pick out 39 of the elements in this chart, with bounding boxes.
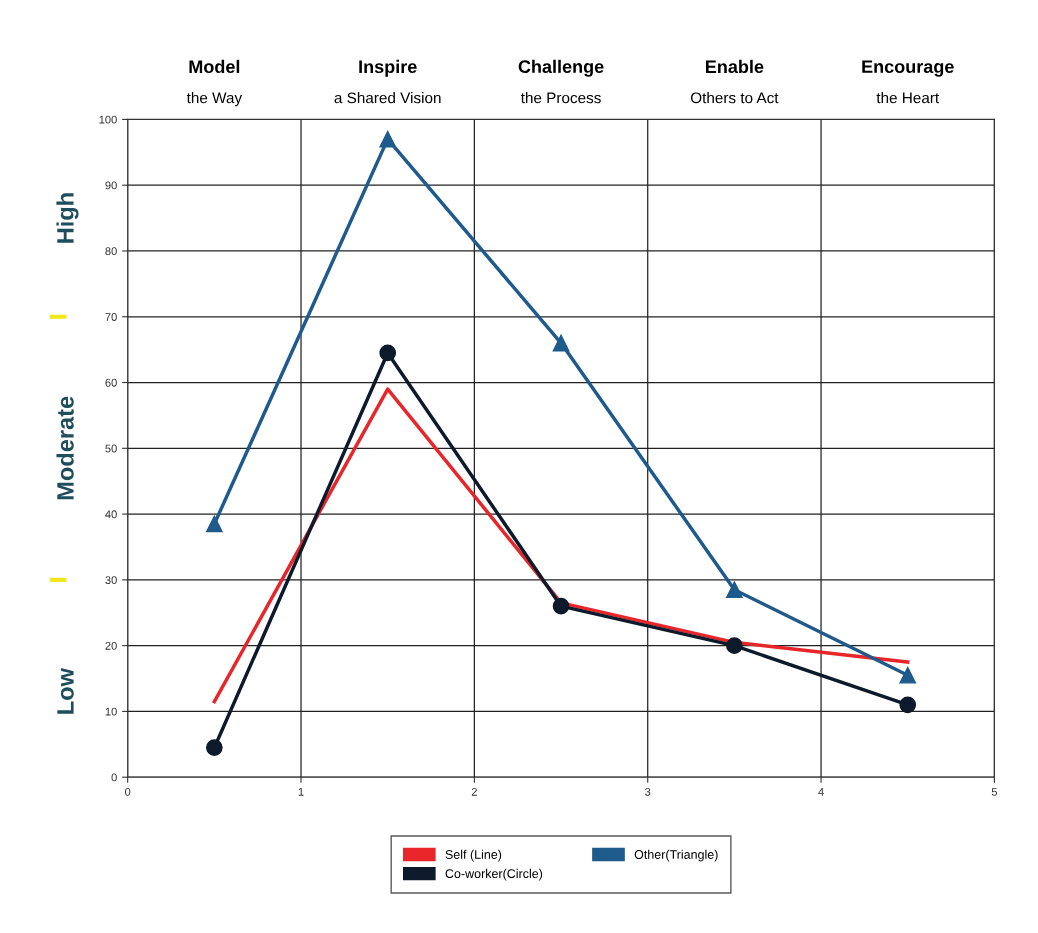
- legend-label: Co-worker(Circle): [445, 868, 543, 881]
- y-tick-label: 0: [111, 773, 117, 782]
- y-tick-label: 10: [105, 707, 117, 716]
- point: [552, 597, 570, 615]
- x-tick-label: 4: [818, 788, 824, 796]
- point: [899, 666, 917, 684]
- text: Encourage the Heart: [862, 60, 954, 104]
- y-tick-label: 100: [99, 115, 117, 124]
- text: Low: [57, 668, 74, 714]
- text: Challenge the Process: [518, 59, 604, 104]
- y-tick-label: 90: [105, 181, 117, 190]
- point: [206, 739, 223, 756]
- point: [726, 581, 743, 599]
- point: [379, 130, 397, 148]
- point: [552, 334, 570, 352]
- x-tick-label: 3: [645, 787, 651, 796]
- point: [206, 515, 223, 533]
- y-tick-label: 50: [105, 444, 117, 453]
- point: [379, 344, 397, 362]
- y-tick-label: 60: [105, 378, 117, 387]
- y-tick-label: 30: [105, 576, 117, 584]
- legend-label: Other(Triangle): [634, 849, 718, 862]
- x-tick-label: 0: [125, 787, 131, 796]
- y-tick-label: 70: [105, 313, 117, 321]
- point: [726, 637, 743, 654]
- point: [899, 696, 917, 714]
- text: Inspire a Shared Vision: [334, 59, 441, 104]
- y-tick-label: 20: [105, 641, 117, 650]
- text: Model the Way: [186, 59, 243, 107]
- line-series: [212, 387, 910, 704]
- y-tick-label: 80: [105, 247, 117, 256]
- text: Enable Others to Act: [690, 59, 779, 104]
- legend-label: Self (Line): [445, 849, 502, 862]
- x-tick-label: 5: [991, 788, 998, 796]
- x-tick-label: 1: [298, 788, 304, 796]
- text: High: [56, 193, 79, 243]
- y-tick-label: 40: [105, 510, 117, 519]
- text: Moderate: [56, 396, 74, 500]
- x-tick-label: 2: [471, 787, 477, 796]
